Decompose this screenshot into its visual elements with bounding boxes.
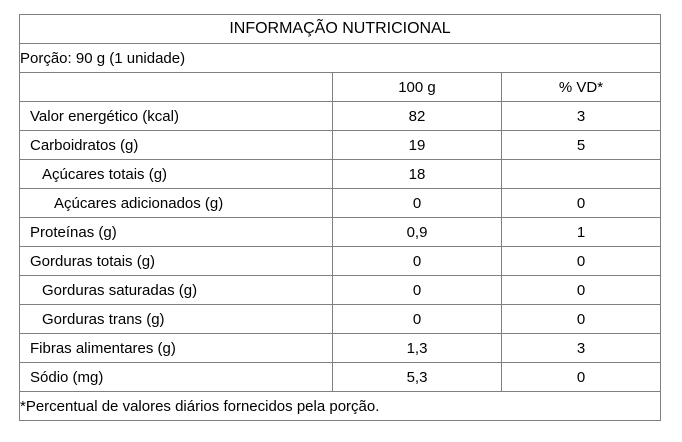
value-vd (500, 159, 662, 189)
table-row: Proteínas (g) 0,9 1 (19, 217, 662, 247)
value-vd: 0 (500, 362, 662, 392)
table-row: Sódio (mg) 5,3 0 (19, 362, 662, 392)
header-row: 100 g % VD* (19, 72, 662, 102)
table-row: Gorduras saturadas (g) 0 0 (19, 275, 662, 305)
value-100g: 19 (332, 130, 502, 160)
table-row: Gorduras totais (g) 0 0 (19, 246, 662, 276)
value-100g: 1,3 (332, 333, 502, 363)
nutrition-table: INFORMAÇÃO NUTRICIONAL Porção: 90 g (1 u… (18, 14, 662, 421)
column-header-label (19, 72, 333, 102)
table-row: Gorduras trans (g) 0 0 (19, 304, 662, 334)
column-header-vd: % VD* (500, 72, 662, 102)
portion-row: Porção: 90 g (1 unidade) (18, 43, 662, 73)
value-vd: 0 (500, 188, 662, 218)
column-header-100g: 100 g (332, 72, 502, 102)
table-title: INFORMAÇÃO NUTRICIONAL (18, 14, 662, 44)
value-100g: 0 (332, 275, 502, 305)
value-100g: 0 (332, 246, 502, 276)
value-100g: 0 (332, 188, 502, 218)
footnote-text: *Percentual de valores diários fornecido… (18, 391, 662, 421)
title-row: INFORMAÇÃO NUTRICIONAL (18, 14, 662, 44)
value-100g: 5,3 (332, 362, 502, 392)
value-vd: 0 (500, 246, 662, 276)
row-label: Gorduras trans (g) (19, 304, 333, 334)
row-label: Sódio (mg) (19, 362, 333, 392)
row-label: Gorduras saturadas (g) (19, 275, 333, 305)
value-vd: 0 (500, 275, 662, 305)
row-label: Açúcares totais (g) (19, 159, 333, 189)
table-row: Valor energético (kcal) 82 3 (19, 101, 662, 131)
table-row: Fibras alimentares (g) 1,3 3 (19, 333, 662, 363)
value-100g: 0 (332, 304, 502, 334)
value-vd: 3 (500, 333, 662, 363)
table-row: Carboidratos (g) 19 5 (19, 130, 662, 160)
row-label: Açúcares adicionados (g) (19, 188, 333, 218)
value-100g: 0,9 (332, 217, 502, 247)
value-vd: 3 (500, 101, 662, 131)
table-row: Açúcares adicionados (g) 0 0 (19, 188, 662, 218)
value-vd: 5 (500, 130, 662, 160)
table-row: Açúcares totais (g) 18 (19, 159, 662, 189)
row-label: Gorduras totais (g) (19, 246, 333, 276)
footnote-row: *Percentual de valores diários fornecido… (18, 391, 662, 421)
value-vd: 0 (500, 304, 662, 334)
value-vd: 1 (500, 217, 662, 247)
row-label: Carboidratos (g) (19, 130, 333, 160)
row-label: Valor energético (kcal) (19, 101, 333, 131)
row-label: Proteínas (g) (19, 217, 333, 247)
value-100g: 18 (332, 159, 502, 189)
row-label: Fibras alimentares (g) (19, 333, 333, 363)
value-100g: 82 (332, 101, 502, 131)
portion-text: Porção: 90 g (1 unidade) (18, 43, 662, 73)
nutrition-rows: Valor energético (kcal) 82 3 Carboidratos (… (19, 101, 662, 392)
